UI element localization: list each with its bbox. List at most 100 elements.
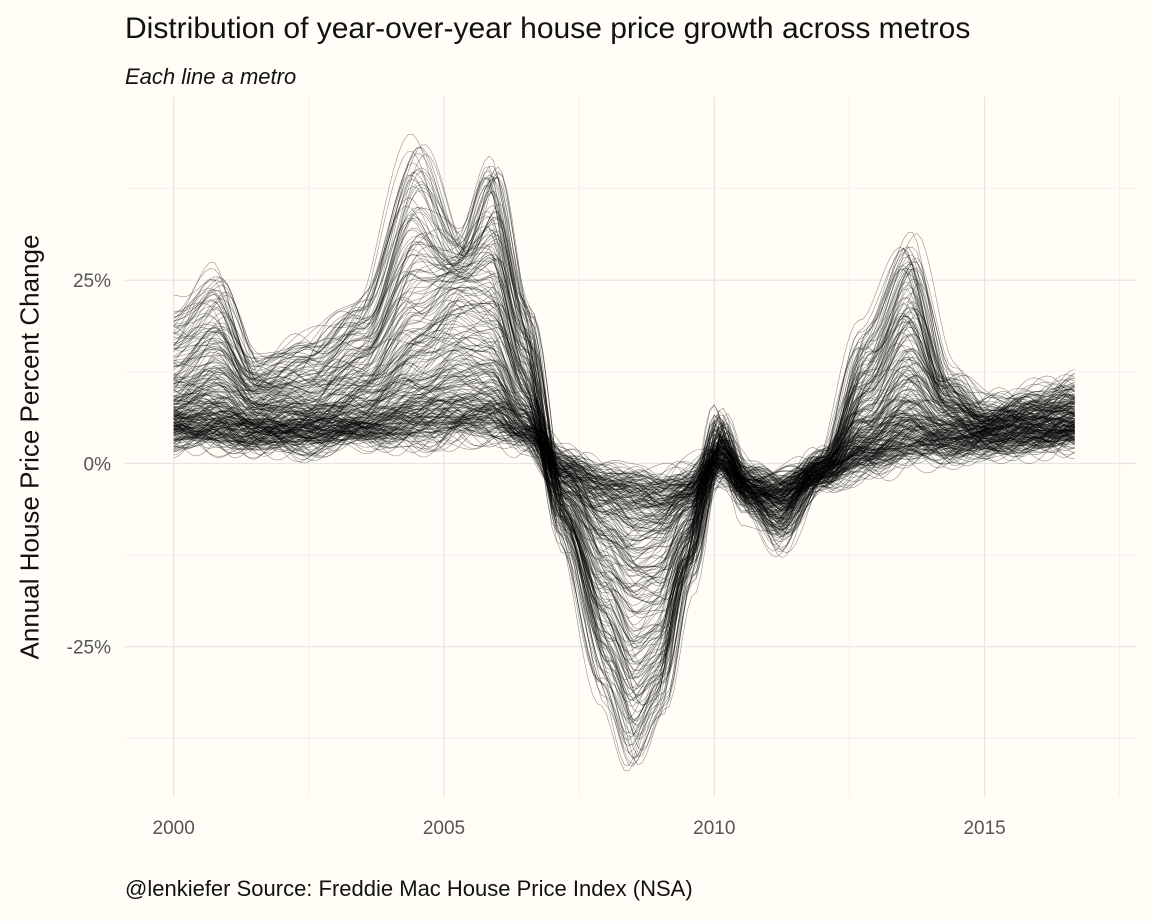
metro-line	[173, 383, 1075, 514]
metro-line	[173, 223, 1075, 697]
metro-line	[173, 333, 1075, 569]
metro-line	[173, 375, 1075, 541]
metro-line	[173, 368, 1075, 529]
metro-line	[173, 393, 1075, 510]
metro-line	[173, 300, 1075, 647]
metro-line	[173, 254, 1075, 673]
metro-line	[173, 207, 1075, 706]
metro-line	[173, 414, 1075, 498]
metro-line	[173, 405, 1075, 498]
metro-line	[173, 371, 1075, 550]
metro-line	[173, 262, 1075, 661]
metro-line	[173, 403, 1075, 511]
metro-line	[173, 238, 1075, 688]
metro-line	[173, 409, 1075, 504]
metro-line	[173, 232, 1075, 696]
metro-line	[173, 406, 1075, 507]
metro-line	[173, 405, 1075, 513]
metro-line	[173, 312, 1075, 593]
metro-line	[173, 345, 1075, 558]
metro-line	[173, 420, 1075, 499]
metro-line	[173, 408, 1075, 501]
metro-line	[173, 343, 1075, 568]
metro-line	[173, 397, 1075, 507]
metro-line	[173, 363, 1075, 550]
metro-line	[173, 378, 1075, 507]
metro-line	[173, 219, 1075, 723]
metro-line	[173, 398, 1075, 508]
metro-line	[173, 308, 1075, 613]
metro-line	[173, 406, 1075, 502]
metro-line	[173, 162, 1075, 741]
metro-line	[173, 151, 1075, 767]
metro-line	[173, 304, 1075, 613]
metro-line	[173, 287, 1075, 639]
metro-line	[173, 412, 1075, 491]
metro-line	[173, 399, 1075, 515]
metro-line	[173, 362, 1075, 546]
metro-line	[173, 335, 1075, 593]
metro-line	[173, 302, 1075, 602]
metro-line	[173, 408, 1075, 503]
metro-line	[173, 396, 1075, 509]
metro-line	[173, 184, 1075, 734]
metro-line	[173, 270, 1075, 675]
metro-line	[173, 152, 1075, 767]
metro-line	[173, 211, 1075, 689]
metro-line	[173, 407, 1075, 504]
metro-line	[173, 416, 1075, 492]
metro-line	[173, 320, 1075, 591]
metro-line	[173, 207, 1075, 706]
metro-line	[173, 147, 1075, 759]
metro-line	[173, 204, 1075, 707]
metro-line	[173, 234, 1075, 701]
metro-line	[173, 349, 1075, 568]
metro-line	[173, 421, 1075, 492]
metro-line	[173, 330, 1075, 590]
metro-line	[173, 393, 1075, 513]
metro-line	[173, 415, 1075, 501]
y-tick-label: 25%	[73, 271, 111, 292]
metro-line	[173, 376, 1075, 532]
metro-line	[173, 401, 1075, 518]
metro-line	[173, 408, 1075, 507]
metro-line	[173, 364, 1075, 533]
metro-line	[173, 404, 1075, 508]
metro-line	[173, 417, 1075, 496]
metro-line	[173, 312, 1075, 585]
metro-line	[173, 256, 1075, 656]
metro-line	[173, 300, 1075, 578]
metro-line	[173, 374, 1075, 542]
metro-line	[173, 346, 1075, 571]
metro-line	[173, 388, 1075, 524]
metro-line	[173, 385, 1075, 535]
metro-line	[173, 403, 1075, 498]
metro-line	[173, 396, 1075, 519]
metro-line	[173, 372, 1075, 542]
metro-line	[173, 383, 1075, 528]
chart-caption: @lenkiefer Source: Freddie Mac House Pri…	[125, 876, 693, 901]
metro-line	[173, 257, 1075, 657]
y-axis-label: Annual House Price Percent Change	[14, 234, 45, 660]
metro-lines	[173, 133, 1075, 772]
metro-line	[173, 211, 1075, 721]
metro-line	[173, 337, 1075, 571]
metro-line	[173, 410, 1075, 494]
metro-line	[173, 187, 1075, 726]
metro-line	[173, 406, 1075, 495]
metro-line	[173, 133, 1075, 772]
metro-line	[173, 225, 1075, 696]
metro-line	[173, 407, 1075, 517]
metro-line	[173, 171, 1075, 760]
metro-line	[173, 273, 1075, 638]
metro-line	[173, 396, 1075, 516]
metro-line	[173, 302, 1075, 606]
metro-line	[173, 368, 1075, 532]
metro-line	[173, 414, 1075, 502]
metro-line	[173, 285, 1075, 601]
metro-line	[173, 397, 1075, 522]
metro-line	[173, 362, 1075, 541]
metro-line	[173, 352, 1075, 551]
metro-line	[173, 174, 1075, 747]
metro-line	[173, 259, 1075, 672]
